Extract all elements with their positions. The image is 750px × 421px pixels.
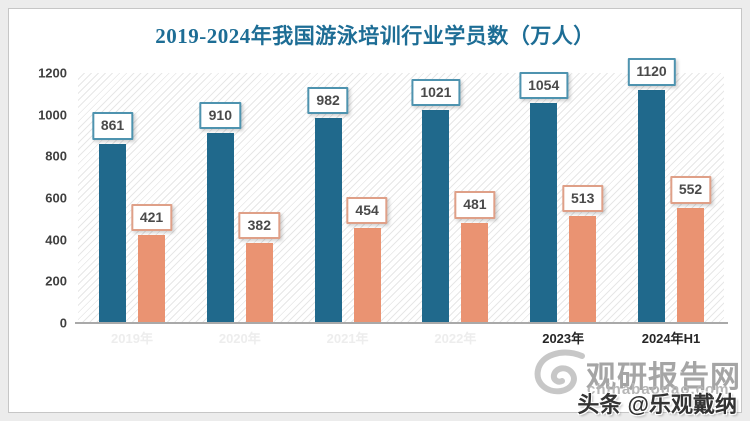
y-axis: 1200 1000 800 600 400 200 0 [23, 66, 71, 331]
x-tick-2019年: 2019年 [111, 331, 153, 346]
bar-series-2-2024年H1 [677, 208, 704, 323]
value-label-series-1-2022年: 1021 [411, 78, 461, 107]
x-axis-line [75, 322, 728, 324]
bar-series-1-2021年 [314, 118, 342, 323]
bar-series-2-2021年 [353, 228, 381, 323]
x-tick-2023年: 2023年 [542, 331, 585, 346]
watermark-spiral-icon [534, 349, 585, 395]
y-tick-200: 200 [45, 273, 67, 289]
value-label-series-2-2024年H1: 552 [669, 176, 712, 204]
value-label-series-2-2019年: 421 [130, 203, 173, 232]
x-tick-2022年: 2022年 [434, 331, 477, 346]
value-label-series-1-2019年: 861 [91, 112, 134, 140]
watermark-site-url: chinabaogao.com [587, 381, 730, 398]
value-label-series-1-2024年H1: 1120 [627, 58, 676, 86]
plot-area: 861 910 982 1021 1054 1120 421 382 454 481 513 552 [78, 58, 724, 323]
watermark-site-name: 观研报告网 [586, 361, 741, 394]
value-label-series-1-2023年: 1054 [519, 71, 569, 100]
bar-series-2-2019年 [138, 235, 165, 323]
chart-title: 2019-2024年我国游泳培训行业学员数（万人） [155, 24, 595, 48]
bar-series-2-2022年 [461, 222, 489, 323]
watermark-credit: 头条 @乐观戴纳 [577, 392, 737, 417]
bar-series-2-2023年 [569, 216, 597, 323]
value-label-series-1-2020年: 910 [199, 101, 241, 130]
y-tick-1200: 1200 [38, 65, 67, 81]
value-label-series-2-2023年: 513 [562, 184, 604, 213]
x-tick-2021年: 2021年 [326, 331, 369, 346]
value-label-series-1-2021年: 982 [307, 86, 349, 115]
y-tick-800: 800 [45, 148, 67, 164]
y-tick-400: 400 [45, 232, 67, 248]
y-tick-600: 600 [45, 190, 67, 206]
x-tick-2024年H1: 2024年H1 [641, 331, 701, 346]
bar-series-1-2023年 [530, 103, 558, 323]
bar-series-1-2020年 [206, 133, 234, 323]
y-tick-0: 0 [59, 315, 67, 331]
x-tick-2020年: 2020年 [218, 331, 261, 346]
x-axis: 2019年 2020年 2021年 2022年 2023年 2024年H1 [78, 328, 724, 346]
bar-series-1-2022年 [422, 110, 450, 323]
bar-series-2-2020年 [245, 243, 273, 323]
value-label-series-2-2020年: 382 [238, 211, 280, 240]
value-label-series-2-2021年: 454 [346, 196, 388, 225]
bar-series-1-2019年 [99, 143, 126, 323]
value-label-series-2-2022年: 481 [454, 191, 496, 219]
bar-series-1-2024年H1 [638, 89, 665, 323]
y-tick-1000: 1000 [38, 107, 67, 123]
chart-card: 2019-2024年我国游泳培训行业学员数（万人） 1200 1000 800 600… [8, 8, 742, 417]
